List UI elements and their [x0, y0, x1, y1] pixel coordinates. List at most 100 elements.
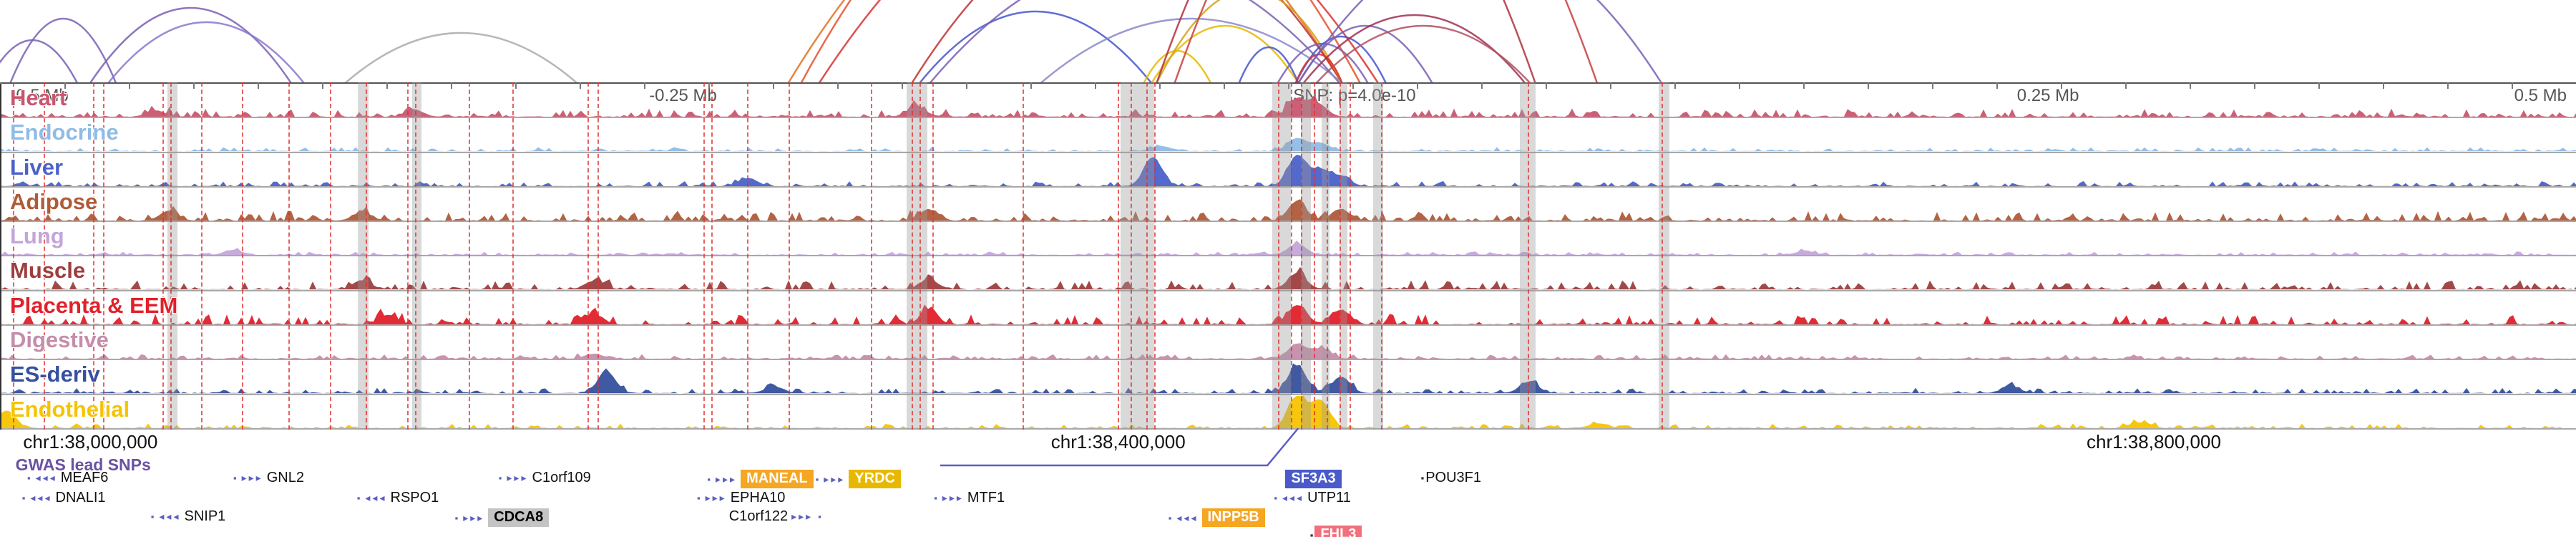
- track-row-muscle[interactable]: Muscle: [1, 256, 2576, 291]
- ruler-tick: [1674, 82, 1676, 89]
- interaction-arc: [1238, 46, 1299, 83]
- ruler-tick: [1996, 82, 1998, 89]
- gene-exon-icon: ▪: [27, 473, 31, 483]
- gene-row-1: ▪ ◂◂◂ DNALI1 ▪ ◂◂◂ RSPO1 ▪ ▸▸▸ EPHA10 ▪ ▸▸▸ MTF1 ▪ ◂◂…: [0, 490, 2576, 508]
- interaction-arc: [1040, 17, 1343, 83]
- ruler-tick: [258, 82, 259, 89]
- ruler-tick: [1159, 82, 1161, 89]
- track-row-digestive[interactable]: Digestive: [1, 326, 2576, 361]
- ruler-tick: [2447, 82, 2449, 89]
- gene-strand-arrows-icon: ▸▸▸: [241, 472, 263, 483]
- coordinate-label-0: chr1:38,000,000: [23, 431, 158, 453]
- interaction-arc: [1174, 0, 1599, 83]
- track-signal: [1, 395, 2576, 428]
- track-label: Adipose: [10, 188, 98, 214]
- ruler-tick: [1868, 82, 1869, 89]
- ruler-tick: [2318, 82, 2320, 89]
- gene-MANEAL[interactable]: ▪ ▸▸▸ MANEAL: [706, 470, 814, 488]
- gene-label: YRDC: [849, 470, 901, 488]
- interaction-arc: [919, 10, 1153, 83]
- ruler-tick: [1546, 82, 1547, 89]
- ruler-tick: [322, 82, 323, 89]
- gene-row-0: ▪ ◂◂◂ MEAF6 ▪ ▸▸▸ GNL2 ▪ ▸▸▸ C1orf109 ▪ ▸▸▸ MANEAL ▪…: [0, 470, 2576, 488]
- gene-exon-icon: ▪: [356, 493, 361, 503]
- track-label: Digestive: [10, 327, 109, 353]
- track-signal: [1, 199, 2576, 221]
- gene-exon-icon: ▪: [934, 493, 937, 503]
- coordinate-labels: chr1:38,000,000 chr1:38,400,000 chr1:38,80…: [0, 431, 2576, 453]
- gene-MTF1[interactable]: ▪ ▸▸▸ MTF1: [932, 490, 1005, 506]
- track-label: Placenta & EEM: [10, 292, 178, 318]
- ruler-tick: [1224, 82, 1225, 89]
- gene-strand-arrows-icon: ◂◂◂: [1176, 511, 1199, 523]
- gene-label: FHL3: [1314, 526, 1362, 537]
- gene-RSPO1[interactable]: ▪ ◂◂◂ RSPO1: [356, 490, 439, 506]
- gene-strand-arrows-icon: ◂◂◂: [35, 472, 57, 483]
- ruler-tick: [1932, 82, 1933, 89]
- ruler-tick: [837, 82, 839, 89]
- gene-INPP5B[interactable]: ▪ ◂◂◂ INPP5B: [1167, 508, 1265, 527]
- ruler-tick: [451, 82, 452, 89]
- gene-label: MTF1: [967, 490, 1005, 505]
- track-signal: [1, 343, 2576, 359]
- gene-GNL2[interactable]: ▪ ▸▸▸ GNL2: [232, 470, 304, 486]
- ruler-tick: [2190, 82, 2191, 89]
- ruler-tick: [644, 82, 645, 89]
- ruler-tick: [2512, 82, 2513, 89]
- gene-C1orf122[interactable]: C1orf122 ▸▸▸ ▪: [729, 508, 823, 525]
- gene-strand-arrows-icon: ◂◂◂: [1282, 492, 1304, 503]
- gene-SNIP1[interactable]: ▪ ◂◂◂ SNIP1: [150, 508, 226, 525]
- gene-label: DNALI1: [55, 490, 106, 505]
- ruler-tick: [2383, 82, 2384, 89]
- interaction-arc: [344, 32, 578, 83]
- track-row-heart[interactable]: Heart: [1, 84, 2576, 119]
- gene-CDCA8[interactable]: ▪ ▸▸▸ CDCA8: [454, 508, 550, 527]
- gene-YRDC[interactable]: ▪ ▸▸▸ YRDC: [814, 470, 901, 488]
- gene-exon-icon: ▪: [818, 511, 821, 522]
- gene-exon-icon: ▪: [454, 512, 459, 523]
- gene-POU3F1[interactable]: ▪ POU3F1: [1420, 470, 1481, 486]
- interaction-arc: [9, 17, 117, 83]
- track-row-liver[interactable]: Liver: [1, 153, 2576, 188]
- track-label: Endocrine: [10, 120, 119, 145]
- gene-DNALI1[interactable]: ▪ ◂◂◂ DNALI1: [21, 490, 106, 506]
- track-row-es-deriv[interactable]: ES-deriv: [1, 360, 2576, 395]
- gene-exon-icon: ▪: [1420, 473, 1425, 483]
- gene-FHL3[interactable]: ▪ FHL3: [1309, 526, 1362, 537]
- gene-exon-icon: ▪: [150, 511, 155, 522]
- gwas-lead-snps-label: GWAS lead SNPs: [15, 455, 151, 474]
- gene-exon-icon: ▪: [233, 473, 237, 483]
- gene-exon-icon: ▪: [697, 493, 701, 503]
- gene-C1orf109[interactable]: ▪ ▸▸▸ C1orf109: [497, 470, 591, 486]
- ruler-label-3: 0.25 Mb: [2016, 86, 2079, 105]
- gene-label: INPP5B: [1201, 508, 1265, 527]
- track-row-adipose[interactable]: Adipose: [1, 188, 2576, 223]
- track-row-lung[interactable]: Lung: [1, 222, 2576, 257]
- track-row-endothelial[interactable]: Endothelial: [1, 395, 2576, 430]
- interaction-arc: [929, 0, 1340, 83]
- track-row-endocrine[interactable]: Endocrine: [1, 118, 2576, 153]
- track-row-placenta-eem[interactable]: Placenta & EEM: [1, 291, 2576, 326]
- track-signal: [1, 95, 2576, 117]
- gene-exon-icon: ▪: [1309, 529, 1314, 537]
- snp-pointer-polyline: [940, 427, 1299, 467]
- gene-strand-arrows-icon: ◂◂◂: [159, 511, 181, 522]
- ruler-tick: [2254, 82, 2255, 89]
- track-label: ES-deriv: [10, 362, 100, 387]
- gene-MEAF6[interactable]: ▪ ◂◂◂ MEAF6: [26, 470, 108, 486]
- interaction-arc: [89, 6, 292, 83]
- interaction-arc: [911, 0, 1343, 83]
- ruler-tick: [1803, 82, 1805, 89]
- interaction-arc: [1315, 24, 1531, 83]
- gene-strand-arrows-icon: ▸▸▸: [507, 472, 529, 483]
- track-signal: [1, 267, 2576, 290]
- track-signal: [1, 363, 2576, 394]
- snp-pointer-line: [940, 427, 1299, 467]
- gene-EPHA10[interactable]: ▪ ▸▸▸ EPHA10: [696, 490, 785, 506]
- interaction-arcs-layer[interactable]: [0, 0, 2576, 83]
- ruler-tick: [64, 82, 66, 89]
- gene-label: POU3F1: [1425, 470, 1482, 485]
- signal-tracks-panel[interactable]: Heart Endocrine Liver Adipose Lung Muscle Plac…: [0, 84, 2576, 430]
- gene-SF3A3[interactable]: SF3A3: [1285, 470, 1342, 488]
- gene-UTP11[interactable]: ▪ ◂◂◂ UTP11: [1272, 490, 1350, 506]
